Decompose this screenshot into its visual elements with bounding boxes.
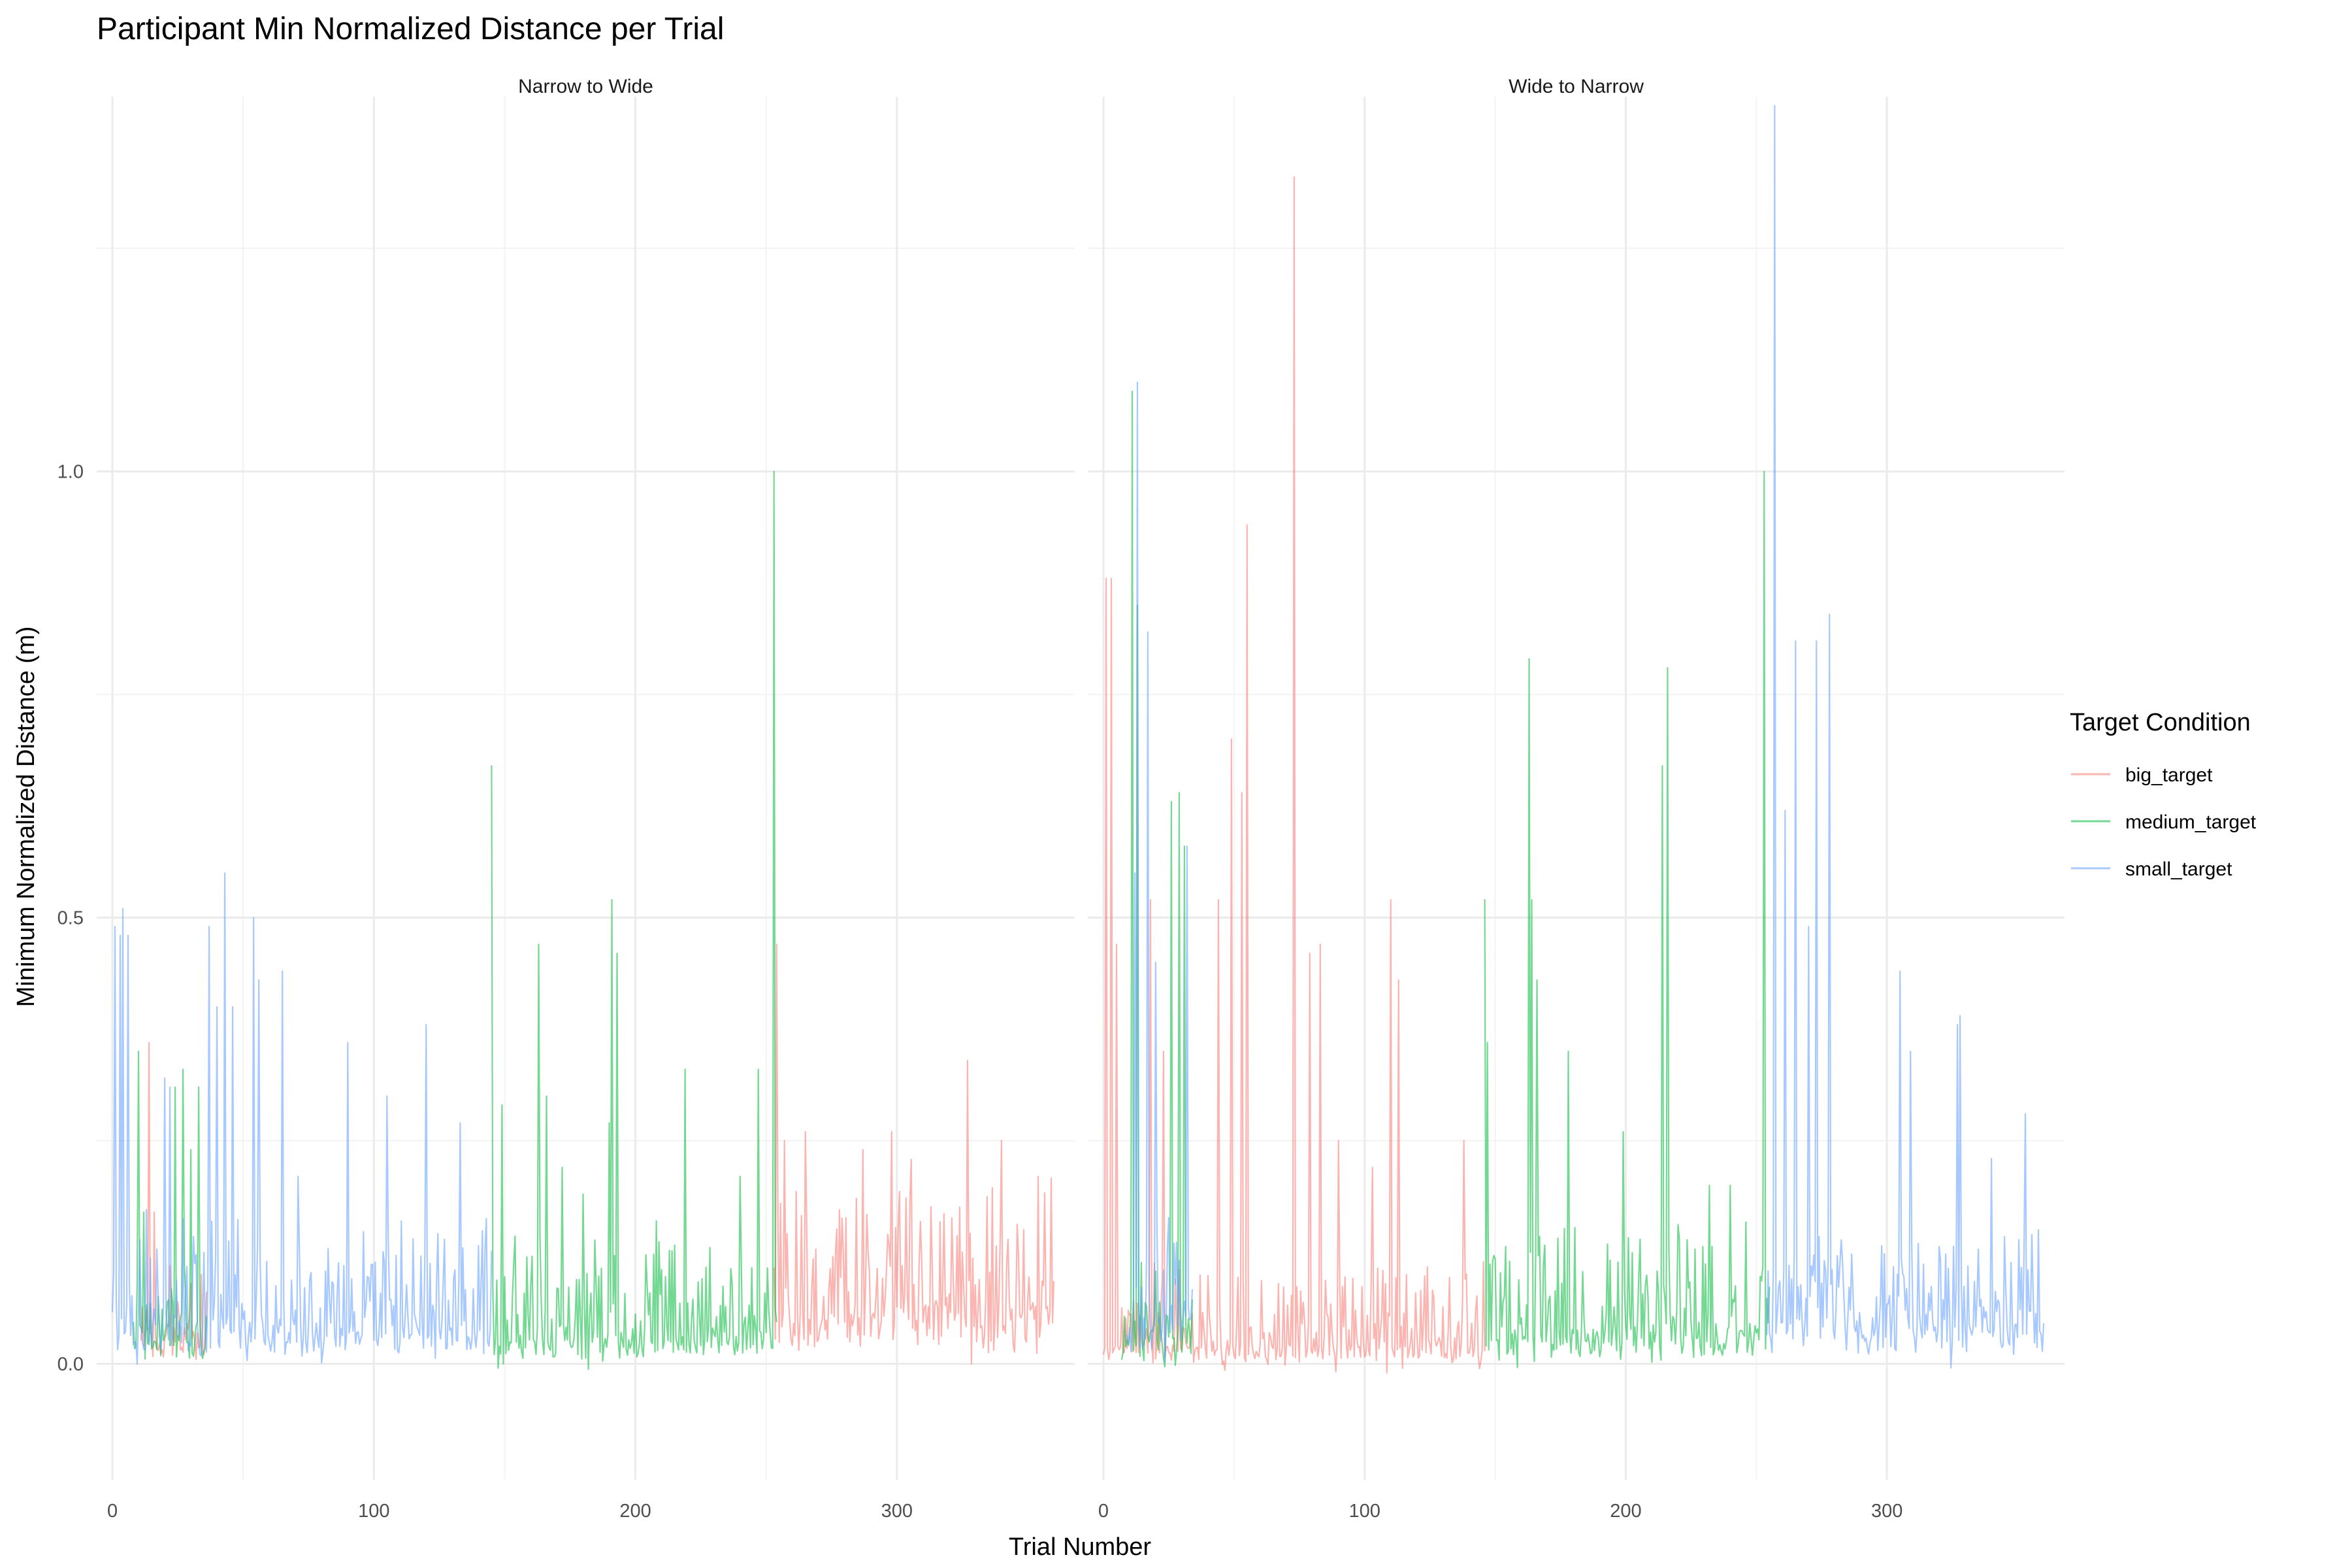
- series-line-big-target: [773, 943, 1055, 1365]
- x-tick-label: 300: [881, 1501, 913, 1522]
- series-line-big-target: [1102, 176, 1486, 1374]
- x-tick-label: 100: [1349, 1501, 1380, 1522]
- legend-label-small-target: small_target: [2125, 858, 2232, 880]
- x-tick-label: 200: [1610, 1501, 1641, 1522]
- x-tick-label: 0: [107, 1501, 118, 1522]
- panel-1: Narrow to Wide 0 100 200 300 0.0 0.5 1.0: [57, 76, 1075, 1522]
- legend-label-medium-target: medium_target: [2125, 811, 2257, 833]
- y-tick-label: 0.0: [57, 1354, 84, 1375]
- x-tick-label: 0: [1098, 1501, 1109, 1522]
- legend-title: Target Condition: [2070, 709, 2251, 736]
- legend-label-big-target: big_target: [2125, 764, 2213, 786]
- y-tick-label: 0.5: [57, 908, 84, 929]
- series-line-small-target: [1766, 105, 2045, 1369]
- panel-2: Wide to Narrow 0 100 200 300: [1088, 76, 2065, 1522]
- series-line-small-target: [1126, 381, 1194, 1363]
- x-tick-label: 100: [358, 1501, 389, 1522]
- legend: Target Condition big_target medium_target…: [2070, 709, 2257, 880]
- x-tick-label: 300: [1871, 1501, 1903, 1522]
- y-tick-label: 1.0: [57, 462, 84, 483]
- facet-strip-label: Wide to Narrow: [1509, 76, 1644, 97]
- facet-strip-label: Narrow to Wide: [518, 76, 653, 97]
- y-axis-title: Minimum Normalized Distance (m): [12, 627, 40, 1007]
- x-axis-title: Trial Number: [1009, 1533, 1152, 1561]
- x-tick-label: 200: [619, 1501, 651, 1522]
- series-line-medium-target: [491, 470, 777, 1370]
- series-line-small-target: [111, 872, 493, 1365]
- chart-title: Participant Min Normalized Distance per …: [97, 12, 724, 46]
- series-line-medium-target: [1484, 470, 1771, 1369]
